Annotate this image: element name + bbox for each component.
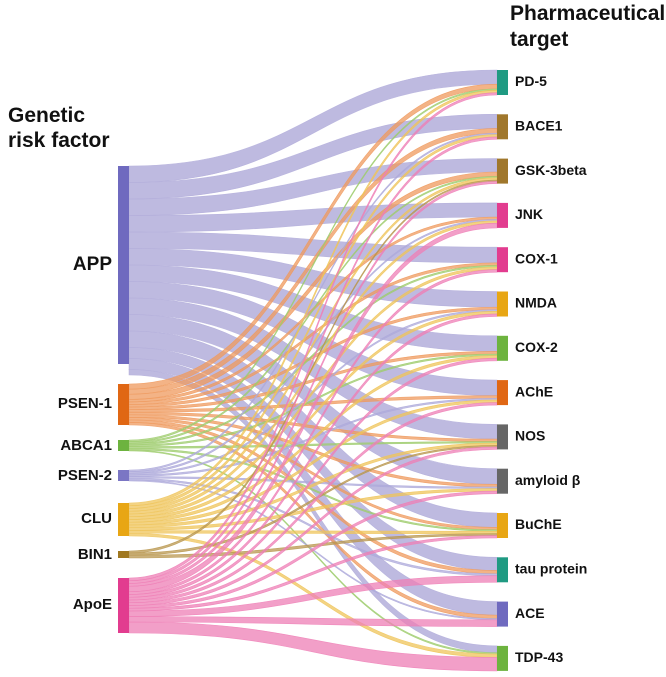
source-node-psen-1	[118, 384, 129, 425]
source-header-line-1: Genetic	[8, 104, 85, 127]
target-label-tdp-43: TDP-43	[515, 649, 563, 665]
target-label-nmda: NMDA	[515, 295, 557, 311]
source-node-apoe	[118, 578, 129, 633]
target-node-cox-1	[497, 247, 508, 273]
target-label-amyloid-beta: amyloid β	[515, 472, 581, 488]
target-node-tdp-43	[497, 645, 508, 671]
target-label-gsk-3beta: GSK-3beta	[515, 162, 587, 178]
target-label-ache: AChE	[515, 383, 553, 399]
source-label-apoe: ApoE	[73, 596, 112, 613]
source-node-bin1	[118, 551, 129, 558]
target-label-buche: BuChE	[515, 516, 562, 532]
target-node-pd-5	[497, 70, 508, 95]
target-label-nos: NOS	[515, 428, 545, 444]
source-label-abca1: ABCA1	[60, 437, 112, 454]
target-label-cox-1: COX-1	[515, 250, 558, 266]
target-node-nos	[497, 424, 508, 450]
target-label-cox-2: COX-2	[515, 339, 558, 355]
source-node-app	[118, 166, 129, 364]
source-label-psen-1: PSEN-1	[58, 395, 112, 412]
target-node-buche	[497, 513, 508, 538]
target-node-amyloid-beta	[497, 468, 508, 494]
source-header-line-2: risk factor	[8, 129, 110, 152]
link-group	[128, 69, 498, 672]
target-node-tau-protein	[497, 557, 508, 583]
target-node-ace	[497, 601, 508, 627]
source-node-psen-2	[118, 470, 129, 481]
source-label-app: APP	[73, 254, 112, 275]
target-label-jnk: JNK	[515, 206, 543, 222]
target-header-line-1: Pharmaceutical	[510, 2, 665, 25]
target-header-line-2: target	[510, 28, 568, 51]
target-node-bace1	[497, 114, 508, 140]
source-node-abca1	[118, 440, 129, 451]
label-group: APP PSEN-1 ABCA1 PSEN-2 CLU BIN1 ApoE PD-5 BACE1…	[58, 73, 588, 665]
target-node-jnk	[497, 202, 508, 228]
target-node-nmda	[497, 291, 508, 317]
source-label-clu: CLU	[81, 510, 112, 527]
link-clu-to-buche	[128, 530, 498, 534]
source-label-bin1: BIN1	[78, 546, 112, 563]
source-label-psen-2: PSEN-2	[58, 467, 112, 484]
target-node-ache	[497, 380, 508, 406]
target-label-ace: ACE	[515, 605, 545, 621]
target-node-gsk-3beta	[497, 158, 508, 184]
target-label-tau-protein: tau protein	[515, 561, 587, 577]
target-node-cox-2	[497, 335, 508, 361]
target-label-pd-5: PD-5	[515, 73, 547, 89]
target-label-bace1: BACE1	[515, 118, 563, 134]
source-node-clu	[118, 503, 129, 536]
node-group	[118, 70, 508, 671]
